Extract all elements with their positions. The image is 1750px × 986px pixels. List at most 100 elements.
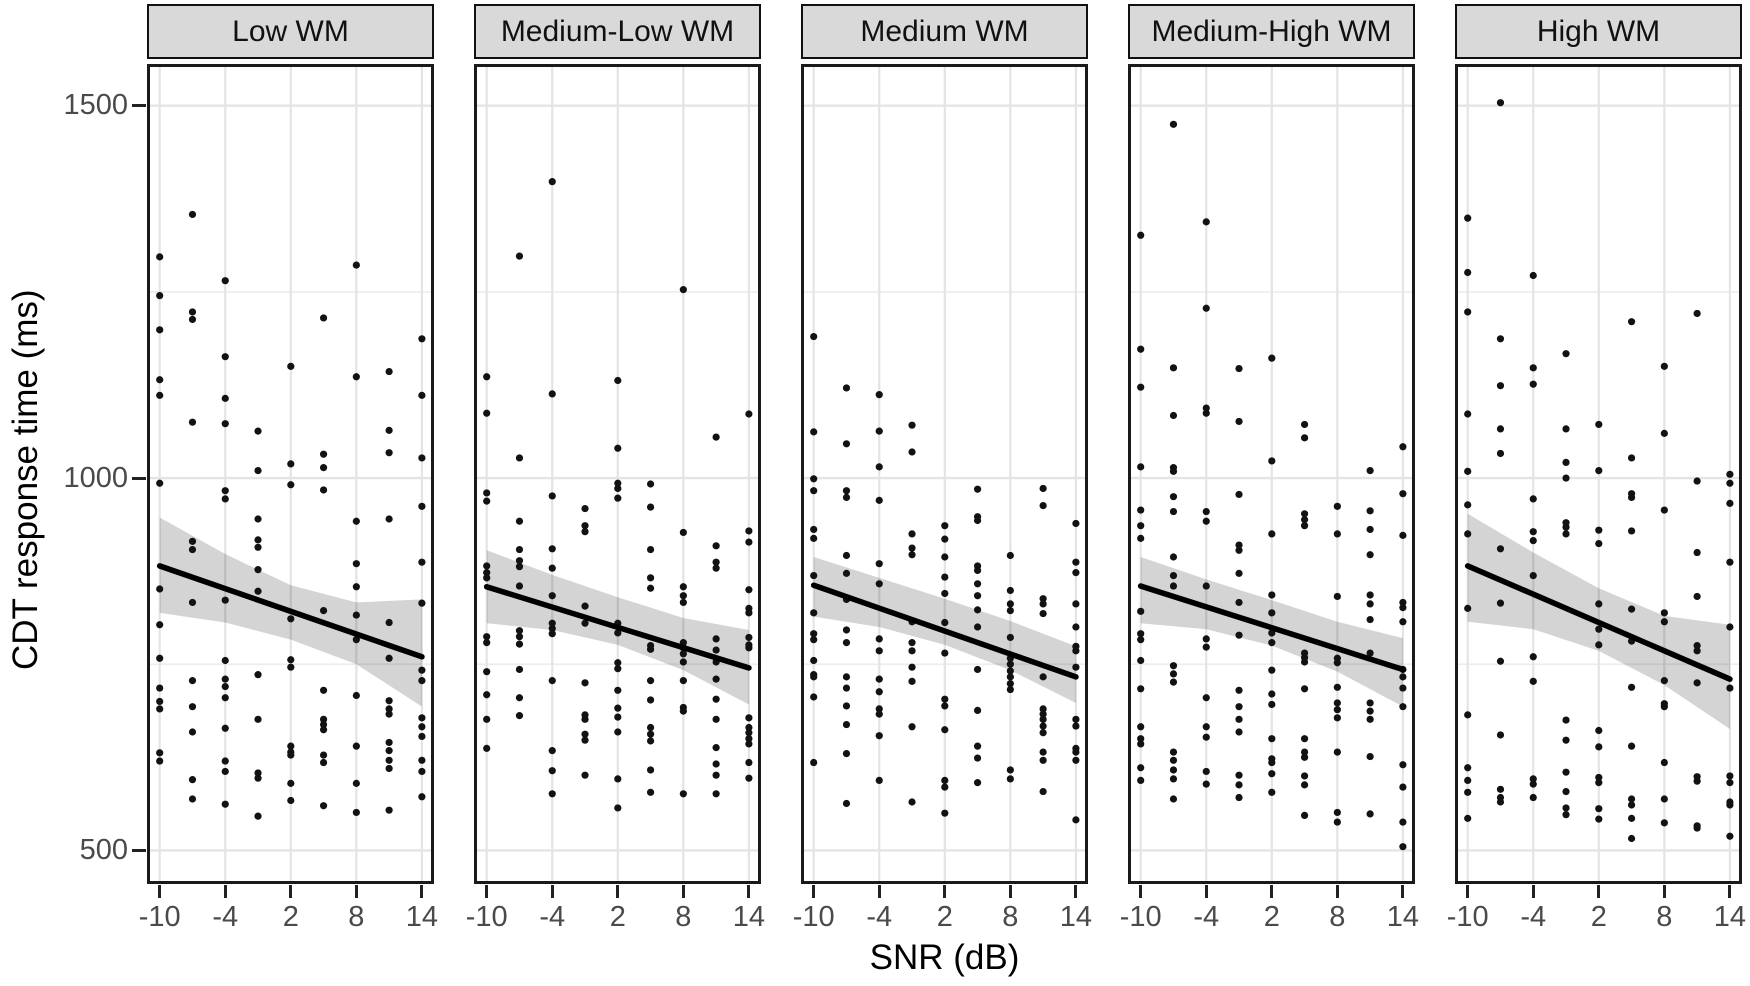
data-point [221,800,229,808]
data-point [941,776,949,784]
data-point [1660,703,1668,711]
panel-medium-low-wm [474,64,761,884]
data-point [1137,463,1145,471]
data-point [548,390,556,398]
data-point [515,557,524,565]
data-point [1562,530,1570,538]
data-point [875,675,883,683]
data-point [515,517,524,525]
data-point [1202,643,1210,651]
data-point [188,703,197,711]
data-point [1496,382,1505,390]
data-point [712,635,720,643]
data-point [941,553,949,561]
data-point [646,723,655,732]
data-point [1072,756,1080,764]
x-tick-label: 2 [1590,901,1607,933]
data-point [1562,474,1570,482]
data-point [712,675,720,683]
data-point [319,450,328,458]
data-point [221,767,229,776]
data-point [221,277,229,285]
data-point [1235,781,1243,789]
data-point [1235,686,1243,694]
data-point [614,659,622,667]
data-point [745,527,753,535]
data-point [254,774,262,782]
data-point [548,592,556,600]
data-point [1627,605,1636,613]
data-point [1039,609,1047,618]
data-point [221,724,229,732]
panel-medium-wm [801,64,1088,884]
data-point [1268,666,1276,674]
data-point [646,545,655,554]
data-point [1235,771,1243,779]
data-point [973,516,982,525]
x-tick-mark [616,885,620,898]
data-point [1137,685,1145,693]
data-point [745,758,753,767]
data-point [712,542,720,550]
data-point [221,420,229,428]
data-point [254,715,262,723]
x-tick-label: 14 [1386,901,1420,933]
data-point [908,723,916,731]
data-point [908,448,916,456]
data-point [254,515,262,523]
data-point [875,391,883,399]
data-point [1562,350,1570,358]
data-point [679,658,687,666]
data-point [810,673,818,681]
data-point [418,666,426,674]
data-point [614,479,622,487]
data-point [418,391,426,399]
data-point [1300,516,1309,524]
data-point [842,626,851,634]
data-point [1006,551,1014,560]
data-point [842,673,851,681]
data-point [1529,780,1537,788]
data-point [1529,537,1537,545]
data-point [1333,818,1341,826]
x-tick-mark [158,885,162,898]
data-point [254,587,262,595]
data-point [1137,231,1145,239]
data-point [1726,558,1734,566]
data-point [1333,592,1341,601]
x-tick-mark [223,885,227,898]
data-point [941,726,949,734]
data-point [614,686,622,694]
data-point [1595,526,1603,534]
x-tick-mark [354,885,358,898]
data-point [1693,477,1701,485]
data-point [1235,569,1243,577]
data-point [418,502,426,510]
data-point [548,767,556,775]
data-point [908,647,916,655]
data-point [1202,404,1210,412]
data-point [287,615,295,623]
data-point [1137,740,1145,748]
data-point [646,766,655,774]
data-point [1399,843,1407,851]
data-point [1660,618,1668,626]
data-point [418,558,426,566]
data-point [1202,218,1210,226]
data-point [1039,705,1047,713]
data-point [1072,748,1080,756]
data-point [1202,635,1210,643]
x-tick-label: 8 [1002,901,1019,933]
data-point [1072,623,1080,631]
data-point [1333,706,1341,714]
data-point [1627,493,1636,502]
data-point [1595,625,1603,633]
data-point [1137,735,1145,743]
data-point [515,712,524,720]
data-point [614,484,622,493]
x-tick-label: 2 [282,901,299,933]
data-point [1399,673,1407,681]
data-point [646,737,655,745]
data-point [483,489,491,497]
data-point [1202,780,1210,788]
